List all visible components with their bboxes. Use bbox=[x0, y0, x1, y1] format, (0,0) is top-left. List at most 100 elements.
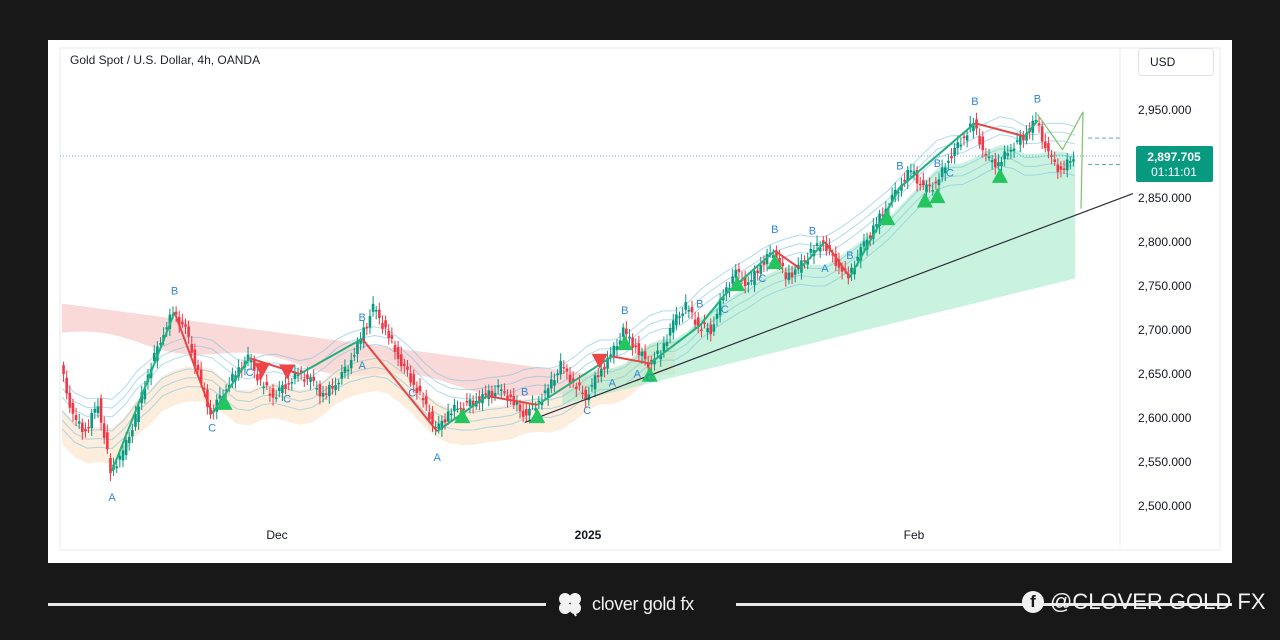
candle-body bbox=[62, 365, 65, 374]
wave-label-b: B bbox=[771, 224, 778, 236]
candle-body bbox=[609, 354, 613, 358]
candle-body bbox=[478, 396, 481, 403]
candle-body bbox=[706, 328, 709, 333]
candle-body bbox=[406, 366, 409, 370]
wave-label-c: C bbox=[646, 372, 654, 384]
candle-body bbox=[127, 436, 131, 444]
candle-body bbox=[1059, 166, 1063, 170]
candle-body bbox=[756, 270, 759, 274]
candle-body bbox=[906, 170, 910, 182]
candle-body bbox=[453, 404, 456, 412]
candle-body bbox=[978, 136, 981, 145]
buy-signal-icon bbox=[729, 276, 746, 292]
candle-body bbox=[731, 276, 734, 284]
candle-body bbox=[431, 411, 434, 425]
candle-body bbox=[825, 243, 828, 252]
candle-body bbox=[956, 142, 960, 149]
candle-body bbox=[759, 264, 763, 274]
candle-body bbox=[399, 354, 403, 367]
candle-body bbox=[656, 350, 659, 354]
candle-body bbox=[565, 368, 569, 372]
candle-body bbox=[768, 252, 772, 255]
buy-signal-icon bbox=[929, 188, 946, 204]
candle-body bbox=[121, 450, 125, 461]
candle-body bbox=[990, 160, 994, 163]
wave-label-a: A bbox=[634, 369, 642, 381]
candle-body bbox=[506, 395, 509, 401]
candle-body bbox=[393, 345, 397, 352]
candle-body bbox=[784, 272, 788, 279]
candle-body bbox=[187, 326, 190, 337]
price-tag bbox=[1136, 146, 1213, 183]
wave-label-b: B bbox=[809, 226, 816, 238]
candle-body bbox=[684, 302, 688, 310]
candle-body bbox=[621, 327, 625, 337]
candle-body bbox=[981, 136, 985, 151]
facebook-icon: f bbox=[1022, 591, 1044, 613]
candle-body bbox=[709, 324, 713, 335]
candle-body bbox=[349, 360, 353, 369]
candle-body bbox=[252, 360, 256, 371]
candle-body bbox=[337, 382, 340, 385]
resistance-cloud bbox=[62, 303, 588, 399]
candle-body bbox=[312, 376, 315, 381]
candle-body bbox=[643, 351, 647, 360]
candle-body bbox=[87, 426, 90, 429]
candle-body bbox=[256, 374, 259, 381]
candle-body bbox=[743, 276, 747, 287]
candle-body bbox=[746, 282, 750, 286]
candle-body bbox=[775, 250, 778, 261]
candle-body bbox=[284, 384, 287, 389]
candle-body bbox=[546, 388, 550, 398]
candle-body bbox=[365, 326, 369, 329]
y-tick-label: 2,750.000 bbox=[1138, 279, 1192, 293]
candle-body bbox=[859, 247, 863, 261]
candle-body bbox=[868, 235, 872, 239]
candle-body bbox=[102, 423, 106, 438]
upper-band-line bbox=[61, 133, 1076, 418]
currency-button[interactable]: USD bbox=[1138, 48, 1214, 76]
zigzag-segment bbox=[487, 395, 538, 406]
wave-label-c: C bbox=[408, 387, 416, 399]
candle-body bbox=[315, 388, 319, 390]
candle-body bbox=[728, 288, 731, 290]
candle-body bbox=[124, 440, 128, 456]
candle-body bbox=[881, 214, 885, 217]
candle-body bbox=[703, 322, 706, 325]
candle-body bbox=[568, 374, 572, 383]
chart-panel: AAAAAABBBBBBBBBBBBCCCCCCCCC2,950.0002,90… bbox=[48, 40, 1232, 563]
candle-body bbox=[74, 415, 78, 421]
candle-body bbox=[343, 366, 347, 374]
candle-body bbox=[518, 404, 522, 411]
candle-body bbox=[653, 358, 656, 365]
candle-body bbox=[449, 413, 453, 416]
x-tick-label: Dec bbox=[266, 528, 287, 542]
candle-body bbox=[718, 299, 722, 316]
candle-body bbox=[1053, 159, 1056, 162]
candle-body bbox=[68, 392, 72, 408]
candle-body bbox=[897, 191, 900, 194]
candle-body bbox=[290, 382, 294, 384]
candle-body bbox=[93, 408, 97, 413]
candle-body bbox=[118, 455, 122, 460]
candle-body bbox=[90, 412, 94, 429]
candle-body bbox=[165, 327, 169, 330]
wave-label-c: C bbox=[758, 273, 766, 285]
candle-body bbox=[737, 269, 741, 272]
candle-body bbox=[940, 167, 944, 178]
candle-body bbox=[596, 375, 600, 378]
candle-body bbox=[778, 257, 781, 266]
price-chart[interactable]: AAAAAABBBBBBBBBBBBCCCCCCCCC2,950.0002,90… bbox=[48, 40, 1232, 563]
candle-body bbox=[193, 349, 197, 367]
candle-body bbox=[359, 339, 362, 344]
candle-body bbox=[771, 255, 775, 259]
candle-body bbox=[781, 262, 784, 267]
zigzag-segment bbox=[699, 294, 726, 327]
candle-body bbox=[1043, 141, 1047, 149]
candle-body bbox=[443, 419, 447, 423]
zigzag-segment bbox=[774, 249, 801, 270]
zigzag-segment bbox=[173, 312, 214, 414]
candle-body bbox=[606, 358, 609, 369]
candle-body bbox=[750, 280, 753, 282]
social-handle[interactable]: f @CLOVER GOLD FX bbox=[1022, 588, 1266, 616]
